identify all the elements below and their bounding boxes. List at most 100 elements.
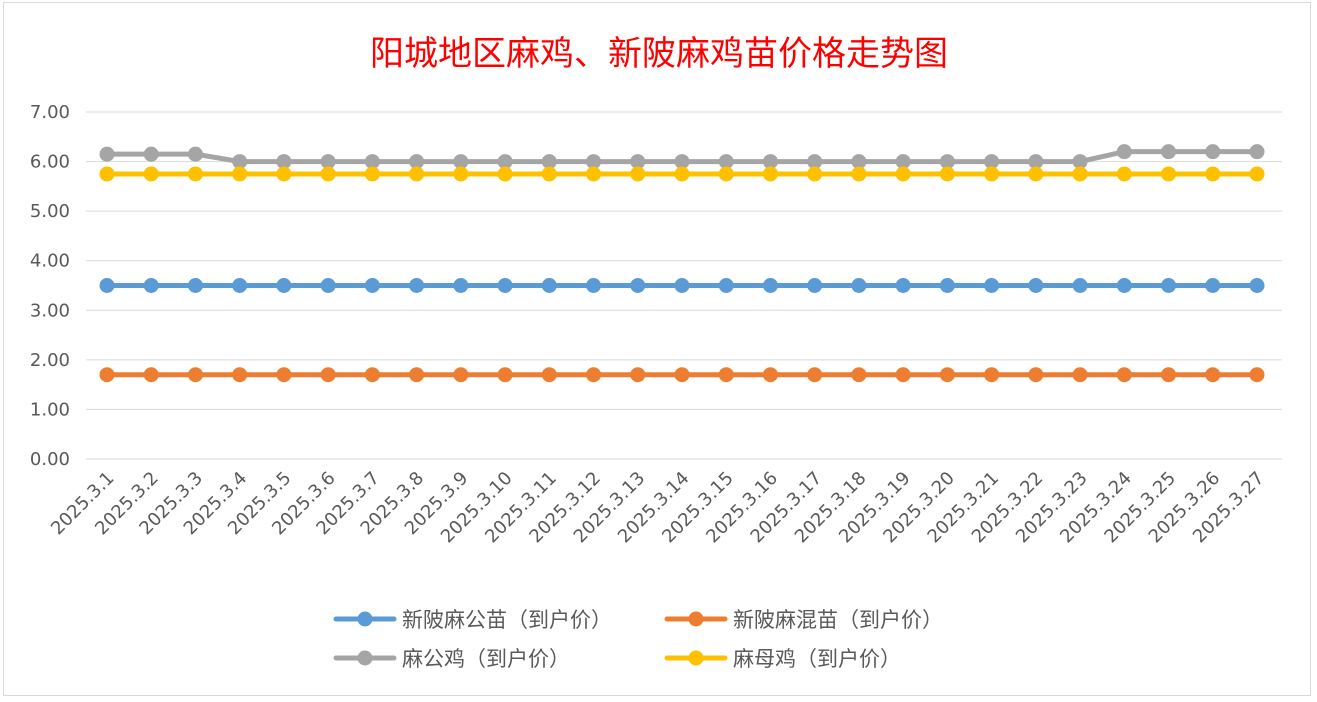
data-point: [143, 166, 159, 182]
data-point: [984, 278, 1000, 293]
data-point: [453, 154, 469, 170]
data-point: [99, 278, 115, 293]
data-point: [718, 154, 734, 170]
data-point: [276, 367, 292, 383]
legend-swatch-marker: [357, 611, 373, 627]
data-point: [1161, 278, 1177, 293]
legend-label: 麻母鸡（到户价）: [733, 647, 901, 671]
data-point: [630, 166, 646, 182]
data-point: [807, 367, 823, 383]
data-point: [99, 367, 115, 383]
data-point: [851, 154, 867, 170]
data-point: [939, 367, 955, 383]
series-4: [99, 166, 1265, 182]
y-axis-tick-labels: 0.00 1.00 2.00 3.00 4.00 5.00 6.00 7.00: [30, 102, 70, 470]
data-point: [497, 166, 513, 182]
data-point: [807, 154, 823, 170]
legend-entry: 新陂麻公苗（到户价）: [333, 608, 612, 632]
data-point: [895, 367, 911, 383]
data-point: [541, 154, 557, 170]
data-point: [1072, 166, 1088, 182]
data-point: [1205, 166, 1221, 182]
y-tick-label: 3.00: [30, 300, 70, 321]
data-point: [232, 367, 248, 383]
y-tick-label: 6.00: [30, 152, 70, 173]
data-point: [1249, 166, 1265, 182]
data-point: [99, 166, 115, 182]
series-lines: [99, 144, 1265, 383]
series-1: [99, 278, 1265, 293]
data-point: [99, 146, 115, 162]
data-point: [586, 166, 602, 182]
data-point: [807, 278, 823, 293]
data-point: [895, 154, 911, 170]
data-point: [674, 154, 690, 170]
legend-swatch-marker: [357, 650, 373, 666]
y-tick-label: 7.00: [30, 102, 70, 123]
data-point: [187, 367, 203, 383]
data-point: [1072, 367, 1088, 383]
series-3: [99, 144, 1265, 170]
data-point: [497, 367, 513, 383]
chart-area: 阳城地区麻鸡、新陂麻鸡苗价格走势图 0.00 1.00 2.00 3.00 4.00 5.…: [3, 2, 1311, 696]
data-point: [1116, 166, 1132, 182]
data-point: [984, 166, 1000, 182]
legend-entry: 新陂麻混苗（到户价）: [664, 608, 943, 632]
data-point: [1249, 278, 1265, 293]
data-point: [674, 278, 690, 293]
data-point: [1028, 367, 1044, 383]
data-point: [187, 278, 203, 293]
data-point: [586, 367, 602, 383]
data-point: [984, 154, 1000, 170]
data-point: [232, 278, 248, 293]
data-point: [276, 166, 292, 182]
legend-swatch-marker: [688, 650, 704, 666]
data-point: [586, 278, 602, 293]
data-point: [409, 166, 425, 182]
data-point: [1205, 144, 1221, 160]
data-point: [718, 278, 734, 293]
legend-entry: 麻母鸡（到户价）: [664, 647, 901, 671]
data-point: [1161, 144, 1177, 160]
data-point: [851, 166, 867, 182]
data-point: [984, 367, 1000, 383]
data-point: [541, 367, 557, 383]
data-point: [1116, 278, 1132, 293]
x-axis-tick-labels: 2025.3.12025.3.22025.3.32025.3.42025.3.5…: [47, 468, 1269, 548]
line-chart: 阳城地区麻鸡、新陂麻鸡苗价格走势图 0.00 1.00 2.00 3.00 4.00 5.…: [30, 34, 1282, 671]
data-point: [762, 154, 778, 170]
data-point: [453, 166, 469, 182]
data-point: [541, 278, 557, 293]
data-point: [497, 154, 513, 170]
legend-swatch-marker: [688, 611, 704, 627]
data-point: [1205, 367, 1221, 383]
data-point: [1116, 144, 1132, 160]
legend-label: 新陂麻公苗（到户价）: [402, 608, 612, 632]
data-point: [630, 367, 646, 383]
data-point: [143, 367, 159, 383]
legend-entry: 麻公鸡（到户价）: [333, 647, 570, 671]
data-point: [1072, 278, 1088, 293]
data-point: [143, 146, 159, 162]
data-point: [320, 367, 336, 383]
y-tick-label: 5.00: [30, 201, 70, 222]
series-2: [99, 367, 1265, 383]
data-point: [718, 367, 734, 383]
data-point: [1161, 166, 1177, 182]
y-tick-label: 2.00: [30, 350, 70, 371]
legend-label: 新陂麻混苗（到户价）: [733, 608, 943, 632]
data-point: [895, 278, 911, 293]
data-point: [1249, 367, 1265, 383]
data-point: [276, 154, 292, 170]
data-point: [453, 278, 469, 293]
data-point: [630, 154, 646, 170]
data-point: [851, 367, 867, 383]
data-point: [939, 154, 955, 170]
data-point: [586, 154, 602, 170]
data-point: [630, 278, 646, 293]
data-point: [1205, 278, 1221, 293]
data-point: [143, 278, 159, 293]
y-tick-label: 4.00: [30, 251, 70, 272]
data-point: [232, 154, 248, 170]
data-point: [453, 367, 469, 383]
